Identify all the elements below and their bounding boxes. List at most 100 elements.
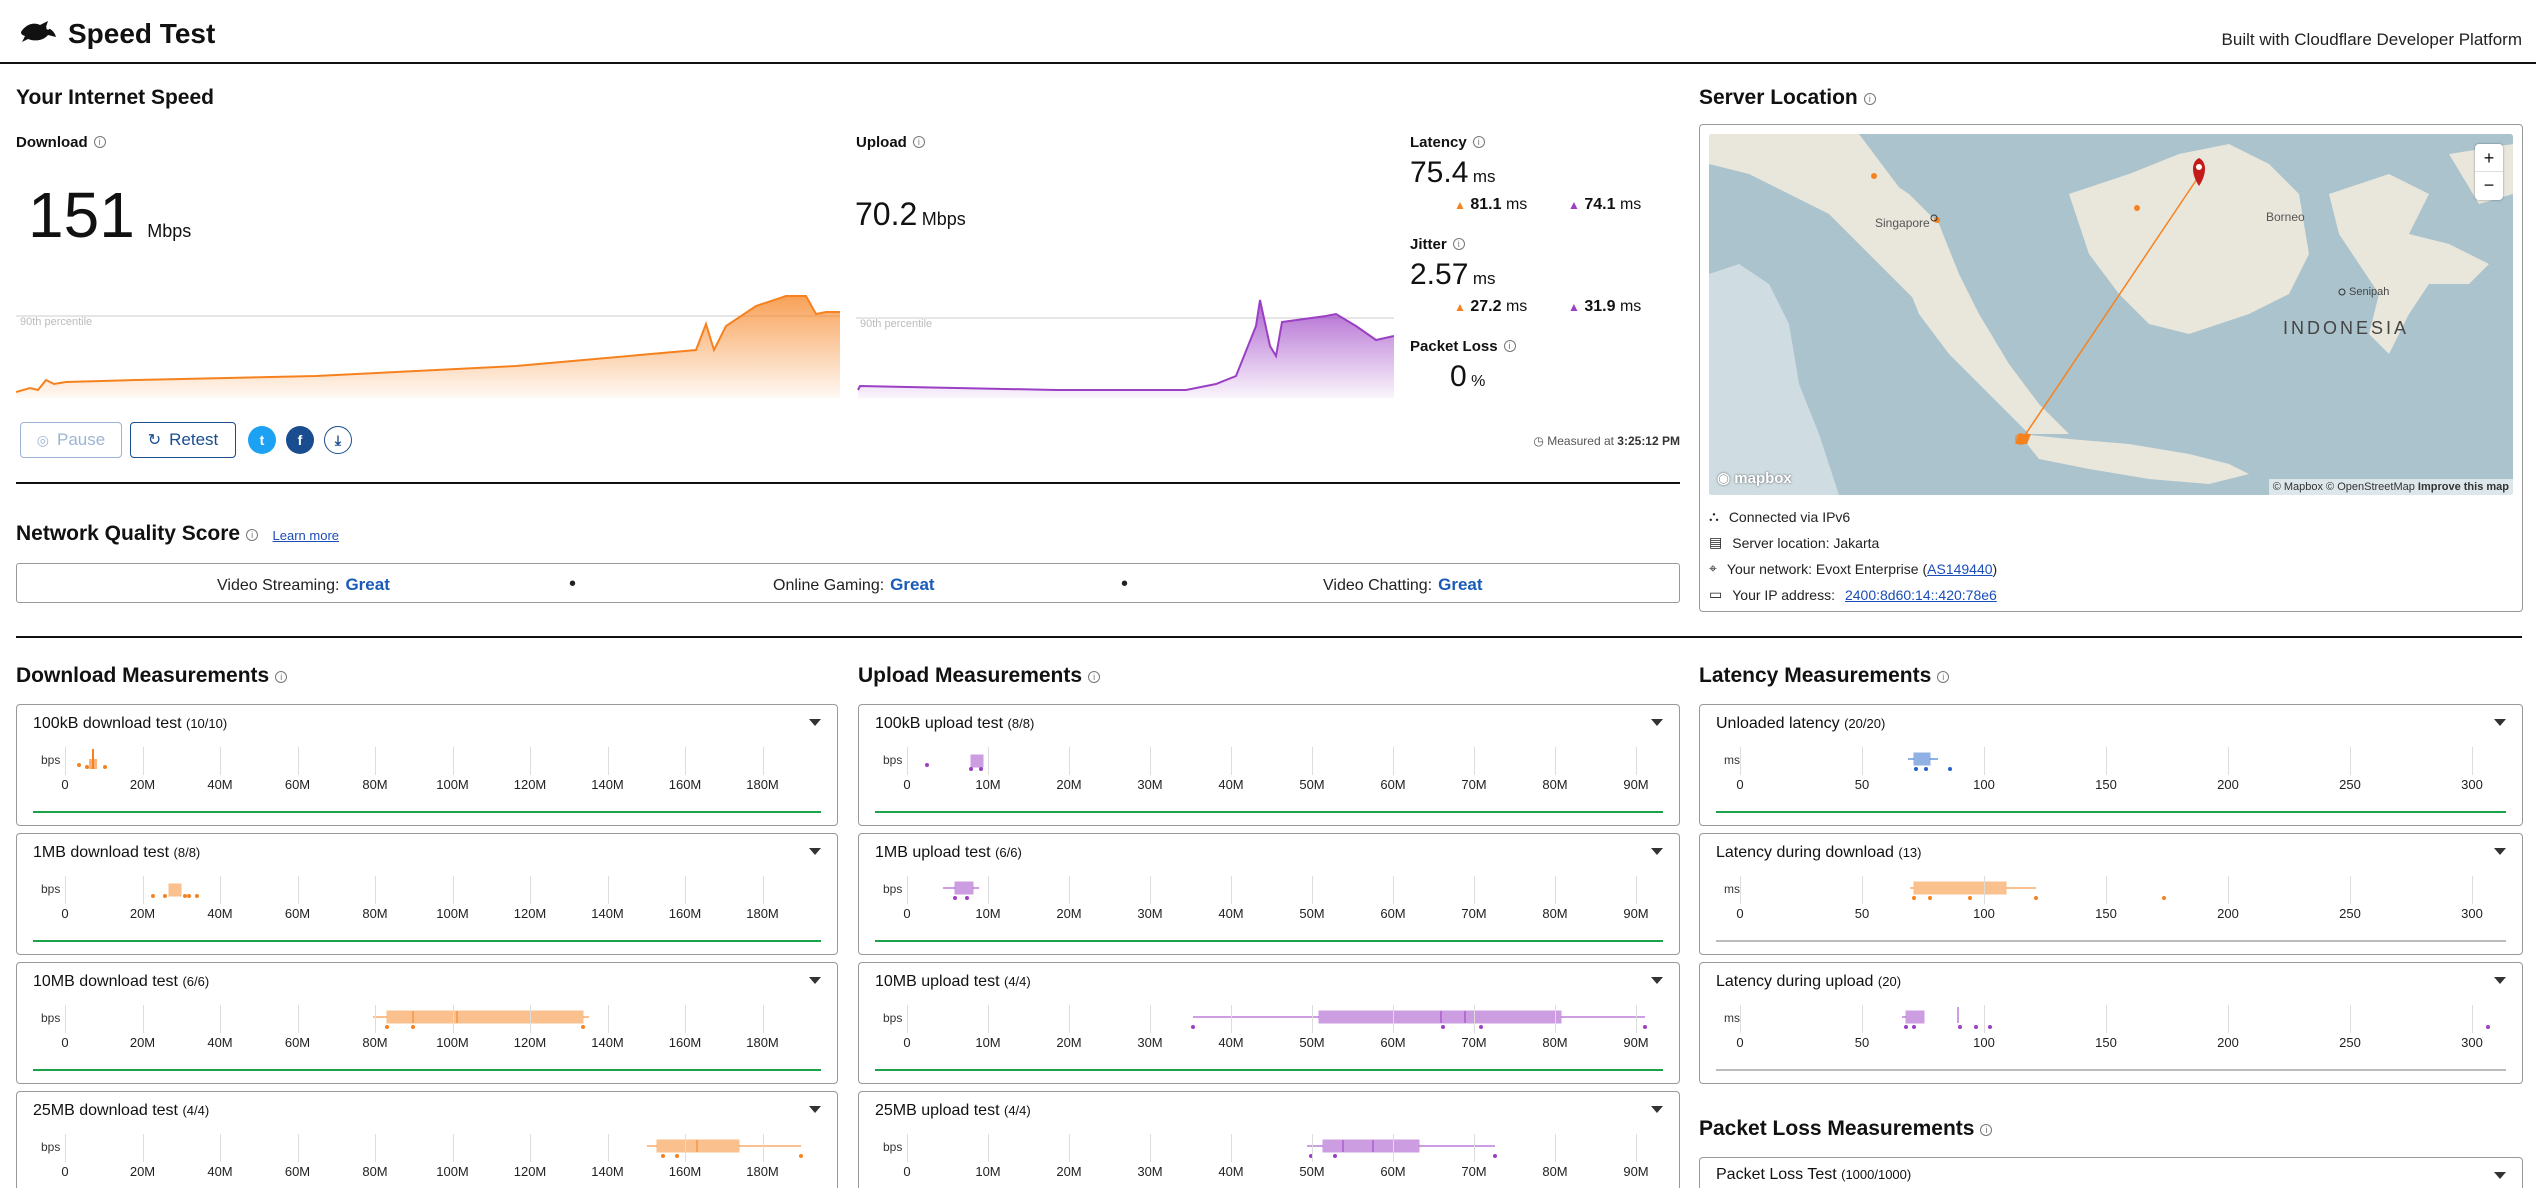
grid-line	[1555, 1134, 1556, 1162]
info-icon[interactable]: i	[1088, 671, 1101, 683]
upload-test-card[interactable]: 100kB upload test (8/8) bps 0 10M 20M 30M 40…	[858, 704, 1680, 826]
chevron-down-icon[interactable]	[809, 977, 821, 984]
axis-tick-label: 0	[903, 906, 911, 921]
info-icon[interactable]: i	[1863, 93, 1876, 105]
packet-loss-test-card[interactable]: Packet Loss Test (1000/1000)	[1699, 1157, 2523, 1188]
axis-tick-label: 250	[2339, 1035, 2361, 1050]
grid-line	[1984, 747, 1985, 775]
axis-tick-label: 40M	[207, 777, 233, 792]
chevron-down-icon[interactable]	[2494, 848, 2506, 855]
axis-tick-label: 80M	[1542, 1035, 1568, 1050]
chevron-down-icon[interactable]	[1651, 977, 1663, 984]
mapbox-logo[interactable]: ◉ mapbox	[1717, 470, 1792, 487]
upload-test-card[interactable]: 1MB upload test (6/6) bps 0 10M 20M 30M 40M 5…	[858, 833, 1680, 955]
grid-line	[1231, 1005, 1232, 1033]
latency-test-card[interactable]: Latency during download (13) ms 0 50 100 15…	[1699, 833, 2523, 955]
card-title: Latency during upload (20)	[1716, 973, 1902, 990]
grid-line	[1312, 1134, 1313, 1162]
upload-arrow-icon: ▲	[1568, 300, 1580, 314]
axis-tick-label: 50	[1854, 906, 1870, 921]
axis-tick-label: 160M	[668, 1035, 702, 1050]
axis-tick-label: 250	[2339, 777, 2361, 792]
latency-test-card[interactable]: Latency during upload (20) ms 0 50 100 150 2…	[1699, 962, 2523, 1084]
axis-tick-label: 60M	[1380, 906, 1406, 921]
grid-line	[1984, 1005, 1985, 1033]
grid-line	[2106, 1005, 2107, 1033]
success-bar	[1716, 811, 2506, 813]
axis-tick-label: 100M	[436, 777, 469, 792]
pause-button[interactable]: ◎ Pause	[20, 422, 122, 458]
grid-line	[685, 1134, 686, 1162]
chevron-down-icon[interactable]	[809, 1106, 821, 1113]
map-zoom-controls: + −	[2475, 144, 2503, 200]
as-number-link[interactable]: AS149440	[1927, 560, 1993, 577]
info-icon[interactable]: i	[1503, 340, 1516, 352]
axis-tick-label: 50M	[1299, 1035, 1325, 1050]
grid-line	[1393, 1005, 1394, 1033]
axis-tick-label: 100M	[436, 1164, 469, 1179]
info-icon[interactable]: i	[1937, 671, 1950, 683]
download-test-card[interactable]: 1MB download test (8/8) bps 0 20M 40M 60M 80…	[16, 833, 838, 955]
map-attribution[interactable]: © Mapbox © OpenStreetMap Improve this ma…	[2268, 479, 2513, 495]
axis-unit: bps	[41, 1140, 61, 1154]
chevron-down-icon[interactable]	[2494, 1172, 2506, 1179]
upload-test-card[interactable]: 10MB upload test (4/4) bps 0 10M 20M 30M 40M…	[858, 962, 1680, 1084]
grid-line	[1474, 876, 1475, 904]
latency-download: ▲ 81.1 ms	[1454, 196, 1528, 213]
card-title: 100kB upload test (8/8)	[875, 715, 1035, 732]
separator-dot: •	[569, 573, 577, 595]
ip-address-link[interactable]: 2400:8d60:14::420:78e6	[1844, 586, 1997, 603]
latency-test-card[interactable]: Unloaded latency (20/20) ms 0 50 100 150 200…	[1699, 704, 2523, 826]
chevron-down-icon[interactable]	[2494, 977, 2506, 984]
axis-tick-label: 0	[61, 1164, 69, 1179]
grid-line	[1740, 876, 1741, 904]
axis-tick-label: 100	[1973, 1035, 1995, 1050]
upload-test-card[interactable]: 25MB upload test (4/4) bps 0 10M 20M 30M 40M…	[858, 1091, 1680, 1188]
axis-tick-label: 80M	[362, 777, 388, 792]
info-icon[interactable]: i	[1452, 238, 1465, 250]
info-icon[interactable]: i	[1472, 136, 1485, 148]
axis-unit: ms	[1724, 882, 1740, 896]
chevron-down-icon[interactable]	[809, 719, 821, 726]
axis-tick-label: 60M	[284, 906, 311, 921]
grid-line	[2106, 876, 2107, 904]
facebook-share-icon[interactable]: f	[286, 426, 314, 454]
learn-more-link[interactable]: Learn more	[272, 528, 340, 543]
download-results-icon[interactable]: ⤓	[324, 426, 352, 454]
chevron-down-icon[interactable]	[1651, 848, 1663, 855]
info-icon[interactable]: i	[93, 136, 106, 148]
grid-line	[1069, 1005, 1070, 1033]
grid-line	[530, 1005, 531, 1033]
download-test-card[interactable]: 100kB download test (10/10) bps 0 20M 40M 6…	[16, 704, 838, 826]
grid-line	[1740, 747, 1741, 775]
grid-line	[220, 876, 221, 904]
latency-label: Latency i	[1410, 134, 1485, 151]
grid-line	[1984, 876, 1985, 904]
axis-tick-label: 120M	[513, 1164, 547, 1179]
chevron-down-icon[interactable]	[1651, 1106, 1663, 1113]
zoom-out-button[interactable]: −	[2483, 175, 2495, 195]
info-icon[interactable]: i	[1980, 1124, 1993, 1136]
card-title: 10MB download test (6/6)	[33, 973, 210, 990]
grid-line	[297, 747, 299, 775]
grid-line	[1474, 747, 1475, 775]
grid-line	[907, 876, 908, 904]
retest-button[interactable]: ↻ Retest	[130, 422, 236, 458]
zoom-in-button[interactable]: +	[2475, 144, 2503, 172]
axis-tick-label: 80M	[362, 906, 388, 921]
info-icon[interactable]: i	[246, 529, 259, 541]
chevron-down-icon[interactable]	[809, 848, 821, 855]
grid-line	[685, 1005, 686, 1033]
download-test-card[interactable]: 10MB download test (6/6) bps 0 20M 40M 60M 8…	[16, 962, 838, 1084]
download-test-card[interactable]: 25MB download test (4/4) bps 0 20M 40M 60M 8…	[16, 1091, 838, 1188]
chevron-down-icon[interactable]	[1651, 719, 1663, 726]
grid-line	[452, 1134, 454, 1162]
server-map[interactable]: Singapore Borneo INDONESIA Senipah + − ◉…	[1709, 134, 2513, 495]
success-bar	[33, 811, 821, 813]
twitter-share-icon[interactable]: t	[248, 426, 276, 454]
axis-tick-label: 60M	[284, 1164, 311, 1179]
grid-line	[452, 1005, 454, 1033]
chevron-down-icon[interactable]	[2494, 719, 2506, 726]
info-icon[interactable]: i	[912, 136, 925, 148]
info-icon[interactable]: i	[275, 671, 288, 683]
